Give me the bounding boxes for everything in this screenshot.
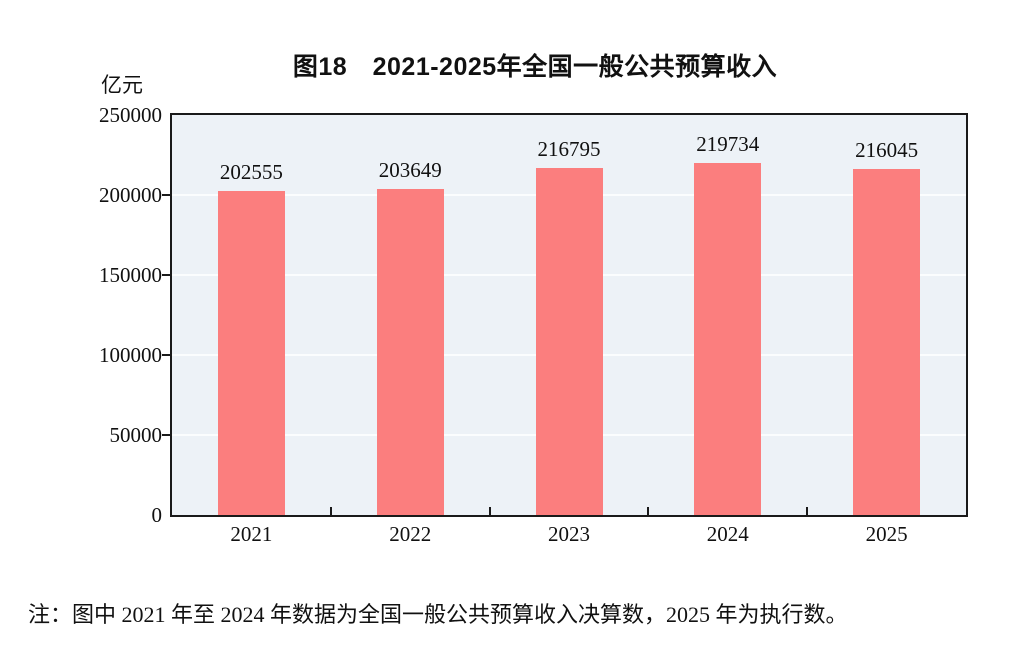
plot-area: 202555 203649 216795 219734 216045 [162,113,968,517]
x-tick-label: 2023 [548,522,590,546]
y-tick-label: 250000 [99,103,162,127]
y-tick-label: 50000 [109,423,163,447]
y-axis-tick [162,434,170,436]
chart-title: 图18 2021-2025年全国一般公共预算收入 [292,53,778,81]
y-axis-tick [162,354,170,356]
x-axis-tick [806,507,809,515]
y-tick-label: 0 [151,503,163,527]
x-tick-label: 2021 [230,522,273,546]
bar [853,169,921,515]
bar-value-label: 216045 [855,138,919,163]
bar [376,189,444,515]
y-tick-label: 100000 [99,343,162,367]
y-tick-label: 150000 [99,263,162,287]
bar [694,163,762,515]
bar-value-label: 219734 [696,132,760,157]
y-axis-unit-label: 亿元 [101,74,143,97]
bar [217,190,285,515]
y-tick-label: 200000 [99,183,162,207]
footnote: 注：图中 2021 年至 2024 年数据为全国一般公共预算收入决算数，2025… [28,602,848,627]
x-tick-label: 2024 [706,522,749,546]
y-axis-tick [162,274,170,276]
bar [535,168,603,515]
bar-value-label: 202555 [219,159,283,184]
x-axis-labels: 2021 2022 2023 2024 2025 [172,521,966,551]
x-tick-label: 2022 [389,522,432,546]
x-axis-tick [488,507,491,515]
x-axis-tick [329,507,332,515]
y-axis-labels: 0 50000 100000 150000 200000 250000 [0,103,163,527]
x-tick-label: 2025 [865,522,908,546]
bar-value-label: 216795 [537,137,601,162]
x-axis-tick [647,507,650,515]
bar-value-label: 203649 [378,158,442,183]
y-axis-tick [162,194,170,196]
